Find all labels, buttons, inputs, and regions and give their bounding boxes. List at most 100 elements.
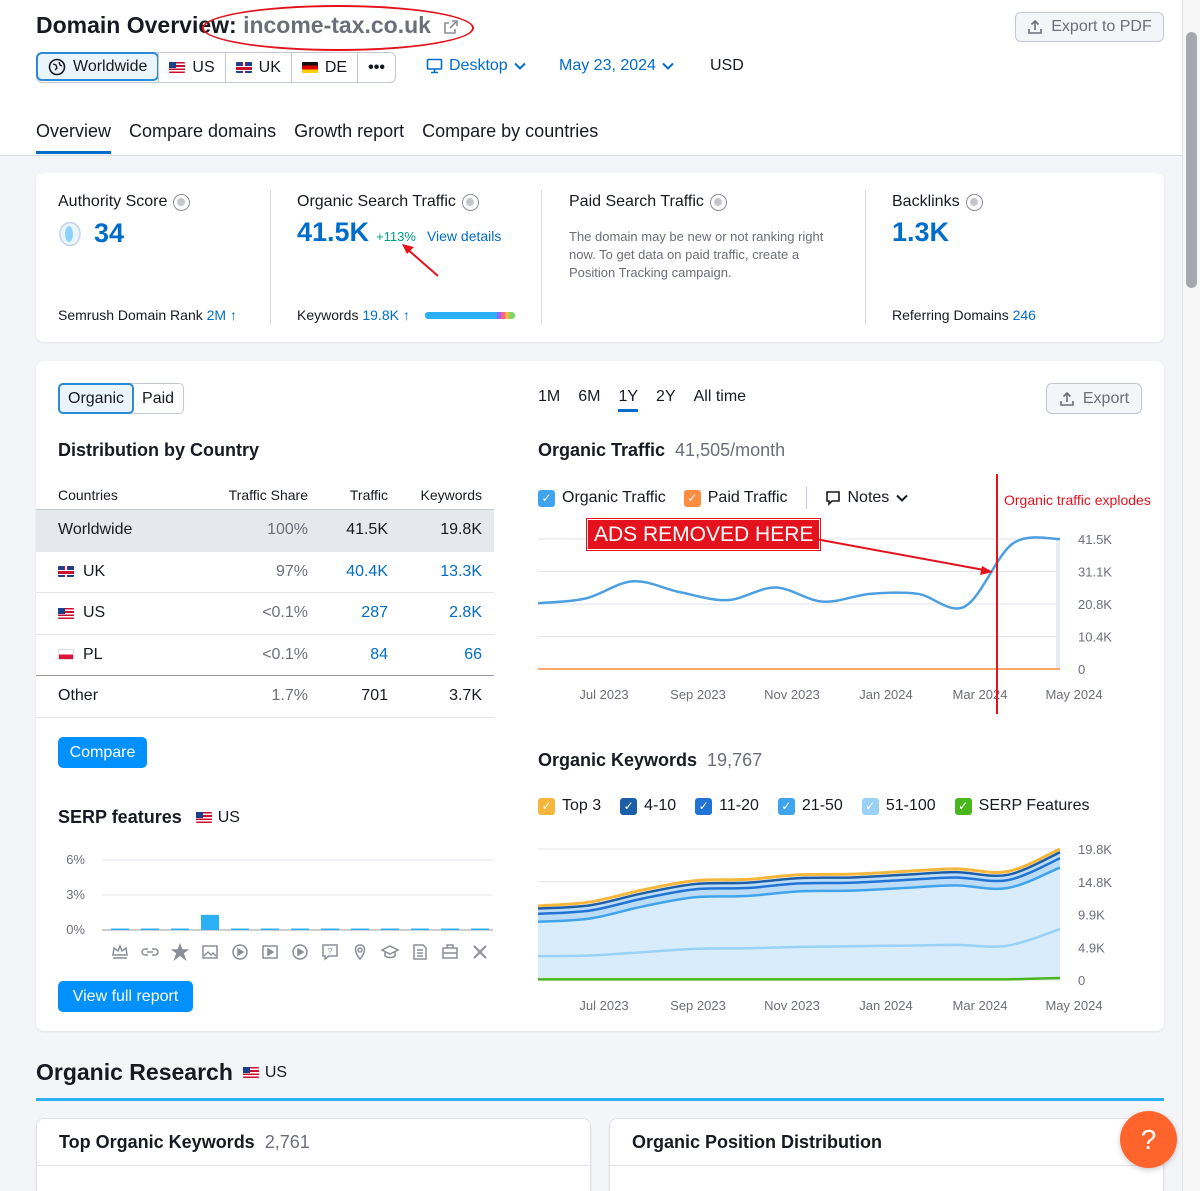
x-tick-label: May 2024 <box>1045 687 1102 702</box>
info-icon[interactable] <box>965 193 983 211</box>
legend-paid-traffic[interactable]: ✓ Paid Traffic <box>683 489 788 507</box>
scrollbar-track[interactable] <box>1182 0 1200 1191</box>
info-icon[interactable] <box>173 193 191 211</box>
range-1y[interactable]: 1Y <box>618 388 639 412</box>
x-twitter-icon <box>473 945 487 959</box>
chevron-down-icon <box>662 62 674 70</box>
domain-rank: Semrush Domain Rank 2M ↑ <box>58 307 237 323</box>
y-tick-label: 10.4K <box>1078 630 1112 645</box>
export-pdf-button[interactable]: Export to PDF <box>1015 12 1164 42</box>
legend-item[interactable]: ✓ Top 3 <box>538 797 601 815</box>
referring-domains-value[interactable]: 246 <box>1012 307 1036 323</box>
play-icon <box>292 944 308 960</box>
region-worldwide[interactable]: Worldwide <box>36 52 160 81</box>
table-row[interactable]: Worldwide 100% 41.5K 19.8K <box>36 510 494 552</box>
date-dropdown[interactable]: May 23, 2024 <box>559 57 674 75</box>
crown-icon <box>112 943 128 959</box>
desktop-icon <box>426 58 443 74</box>
x-tick-label: Sep 2023 <box>670 687 726 702</box>
x-tick-label: Nov 2023 <box>764 998 820 1013</box>
y-tick-label: 0 <box>1078 662 1085 677</box>
referring-domains: Referring Domains 246 <box>892 307 1036 323</box>
x-tick-label: Mar 2024 <box>953 998 1008 1013</box>
legend-organic-traffic[interactable]: ✓ Organic Traffic <box>538 489 666 507</box>
y-tick-label: 14.8K <box>1078 875 1112 890</box>
help-button[interactable]: ? <box>1120 1111 1177 1168</box>
scrollbar-thumb[interactable] <box>1186 32 1197 288</box>
tab-growth-report[interactable]: Growth report <box>294 121 405 141</box>
organic-chart-legend: ✓ Organic Traffic ✓ Paid Traffic Notes <box>538 487 909 509</box>
chevron-down-icon <box>896 494 909 502</box>
organic-paid-toggle: Organic Paid <box>58 383 185 414</box>
checkbox-icon: ✓ <box>538 489 555 507</box>
series-line-21-50 <box>538 866 1061 924</box>
authority-score-label: Authority Score <box>58 193 191 211</box>
organic-keywords-chart-title: Organic Keywords 19,767 <box>538 750 763 770</box>
arrow-up-icon: ↑ <box>229 307 237 323</box>
compare-button[interactable]: Compare <box>58 737 147 768</box>
annotation-arrow <box>809 537 993 575</box>
video-box-icon <box>262 945 278 959</box>
tab-overview[interactable]: Overview <box>36 121 112 154</box>
region-uk[interactable]: UK <box>224 53 291 82</box>
divider <box>865 190 866 325</box>
local-pack-icon <box>354 944 366 961</box>
y-tick-label: 0% <box>66 922 85 937</box>
legend-item[interactable]: ✓ 51-100 <box>861 797 936 815</box>
upload-icon <box>1060 391 1074 406</box>
tab-compare-domains[interactable]: Compare domains <box>129 121 277 141</box>
organic-traffic-value[interactable]: 41.5K <box>297 217 370 247</box>
keywords-area <box>538 867 1060 980</box>
domain-rank-value[interactable]: 2M <box>206 307 227 323</box>
device-dropdown[interactable]: Desktop <box>426 57 526 75</box>
us-flag-icon <box>58 607 74 619</box>
y-tick-label: 9.9K <box>1078 908 1105 923</box>
checkbox-icon: ✓ <box>954 797 972 815</box>
table-row[interactable]: US <0.1% 287 2.8K <box>36 593 494 635</box>
serp-header: SERP features US <box>58 807 240 827</box>
keywords-value[interactable]: 19.8K <box>362 307 399 323</box>
more-regions-button[interactable]: ••• <box>357 53 395 82</box>
header: Domain Overview: income-tax.co.uk Export… <box>0 0 1182 156</box>
x-tick-label: Jul 2023 <box>579 998 628 1013</box>
range-2y[interactable]: 2Y <box>656 388 676 405</box>
range-6m[interactable]: 6M <box>578 388 601 405</box>
range-1m[interactable]: 1M <box>538 388 561 405</box>
legend-item[interactable]: ✓ SERP Features <box>954 797 1090 815</box>
news-icon <box>413 944 427 960</box>
image-icon <box>202 945 218 959</box>
svg-text:?: ? <box>328 947 333 956</box>
table-row[interactable]: UK 97% 40.4K 13.3K <box>36 552 494 593</box>
pl-flag-icon <box>58 649 74 661</box>
organic-traffic-label: Organic Search Traffic <box>297 193 479 211</box>
legend-item[interactable]: ✓ 4-10 <box>620 797 676 815</box>
info-icon[interactable] <box>461 193 479 211</box>
toggle-paid[interactable]: Paid <box>142 389 175 407</box>
legend-item[interactable]: ✓ 21-50 <box>777 797 843 815</box>
annotation-arrow <box>402 244 439 277</box>
series-line-top-3 <box>538 847 1061 908</box>
backlinks-value[interactable]: 1.3K <box>892 217 950 247</box>
organic-research-header: Organic Research US <box>36 1059 288 1085</box>
keywords-distribution-bar <box>425 312 515 319</box>
range-all-time[interactable]: All time <box>693 388 747 405</box>
y-tick-label: 0 <box>1078 973 1085 988</box>
export-button[interactable]: Export <box>1046 383 1142 414</box>
distribution-title: Distribution by Country <box>58 440 259 460</box>
table-row[interactable]: PL <0.1% 84 66 <box>36 635 494 676</box>
legend-item[interactable]: ✓ 11-20 <box>695 797 759 815</box>
view-details-link[interactable]: View details <box>426 228 502 244</box>
legend-label: 11-20 <box>719 797 759 814</box>
region-us[interactable]: US <box>158 53 224 82</box>
region-de[interactable]: DE <box>290 53 357 82</box>
keywords-chart-legend: ✓ Top 3 ✓ 4-10 ✓ 11-20 ✓ 21-50 ✓ 51-100 ✓ SERP Feat… <box>538 797 1090 815</box>
country-table: Countries Traffic Share Traffic Keywords… <box>36 480 494 718</box>
view-full-report-button[interactable]: View full report <box>58 981 193 1012</box>
toggle-organic[interactable]: Organic <box>58 383 135 414</box>
info-icon[interactable] <box>709 193 727 211</box>
tab-compare-by-countries[interactable]: Compare by countries <box>422 121 599 141</box>
notes-dropdown[interactable]: Notes <box>825 489 909 507</box>
globe-icon <box>48 58 66 75</box>
link-icon <box>141 948 159 956</box>
x-tick-label: May 2024 <box>1045 998 1102 1013</box>
